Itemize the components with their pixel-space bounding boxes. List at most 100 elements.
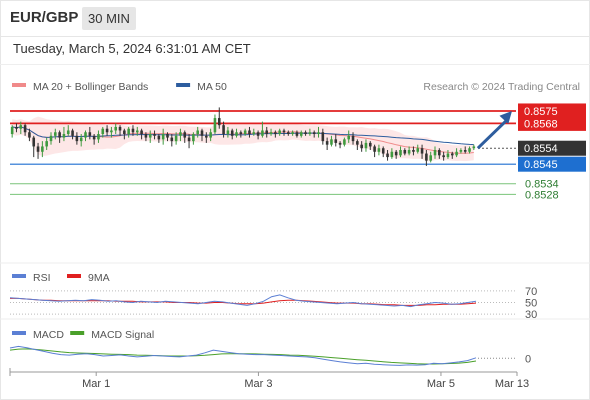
candle-body	[75, 135, 79, 142]
rsi-legend-label-0: RSI	[33, 272, 51, 284]
candle-body	[394, 151, 398, 156]
timeframe-badge[interactable]: 30 MIN	[82, 7, 136, 30]
candle-45	[205, 132, 208, 143]
candle-body	[226, 130, 230, 135]
timestamp: Tuesday, March 5, 2024 6:31:01 AM CET	[13, 41, 251, 56]
forecast-arrow-head	[499, 110, 512, 124]
candle-body	[343, 139, 346, 145]
candle-81	[360, 141, 363, 152]
resistance-tag-1	[518, 115, 586, 131]
macd-line	[9, 345, 477, 366]
candle-6	[36, 142, 40, 159]
chart-header: EUR/GBP 30 MIN	[0, 0, 590, 36]
candle-body	[92, 135, 96, 140]
candle-67	[299, 130, 303, 138]
resistance-label-0: 0.8575	[524, 106, 558, 118]
candle-98	[433, 146, 437, 159]
candle-30	[140, 128, 143, 140]
candle-body	[209, 132, 212, 138]
candle-106	[468, 146, 471, 154]
candle-body	[278, 130, 281, 135]
macd-legend-label-0: MACD	[33, 329, 64, 341]
candle-104	[459, 148, 463, 154]
candle-40	[183, 130, 187, 143]
candle-7	[41, 141, 44, 158]
candle-body	[174, 135, 178, 142]
candle-body	[28, 132, 31, 138]
candle-body	[381, 148, 385, 154]
candle-body	[356, 141, 359, 145]
resistance-tag-0	[518, 103, 586, 119]
candle-body	[161, 134, 165, 140]
candle-37	[170, 134, 174, 147]
candle-body	[330, 139, 333, 145]
candle-body	[170, 137, 174, 142]
candle-1	[15, 123, 18, 133]
price-legend: MA 20 + Bollinger Bands MA 50	[12, 81, 227, 93]
candle-body	[261, 130, 264, 136]
candle-body	[144, 134, 148, 138]
candle-59	[265, 126, 269, 138]
candle-28	[131, 125, 135, 136]
candle-51	[230, 128, 234, 140]
candle-80	[356, 139, 359, 150]
candle-body	[217, 118, 221, 126]
candle-84	[373, 144, 376, 158]
candle-body	[213, 118, 217, 133]
resistance-label-1: 0.8568	[524, 118, 558, 130]
legend-label-1: MA 50	[197, 81, 227, 93]
candle-body	[446, 153, 450, 158]
candle-34	[157, 134, 161, 143]
candle-body	[41, 146, 44, 152]
candle-body	[399, 150, 402, 156]
legend-swatch-1	[176, 83, 191, 87]
candle-60	[269, 128, 273, 136]
x-tick-label-3: Mar 13	[495, 378, 529, 390]
ma50-line	[12, 126, 474, 146]
candle-76	[338, 141, 342, 149]
candle-body	[23, 125, 27, 133]
candle-86	[381, 146, 385, 158]
candle-64	[287, 130, 290, 136]
candle-55	[248, 126, 251, 138]
candle-38	[174, 132, 178, 145]
candle-70	[312, 130, 316, 138]
candle-31	[144, 132, 148, 142]
candle-body	[79, 137, 83, 142]
candle-body	[269, 132, 273, 135]
candle-body	[19, 125, 23, 129]
candle-body	[291, 132, 294, 135]
rsi-ma-line	[10, 297, 477, 306]
rsi-legend-label-1: 9MA	[88, 272, 110, 284]
candle-body	[101, 128, 105, 135]
candle-20	[97, 130, 100, 143]
candle-body	[114, 126, 118, 131]
candle-body	[222, 125, 225, 135]
candle-body	[317, 132, 320, 135]
candle-body	[252, 132, 256, 135]
instrument-title: EUR/GBP	[10, 9, 79, 26]
candle-body	[166, 134, 169, 138]
candle-body	[105, 128, 109, 133]
candle-16	[79, 134, 83, 147]
candle-body	[347, 135, 351, 140]
candle-42	[192, 132, 195, 145]
rsi-legend-swatch-1	[67, 274, 81, 278]
candle-body	[183, 132, 187, 138]
support-tag-3	[518, 156, 586, 172]
candle-body	[282, 130, 286, 133]
candle-body	[88, 132, 92, 136]
copyright-text: Research © 2024 Trading Central	[423, 81, 580, 93]
candle-body	[377, 148, 381, 152]
candle-body	[287, 132, 290, 135]
candle-body	[308, 132, 312, 135]
candle-body	[243, 130, 247, 135]
current-price-tag	[518, 140, 586, 156]
candle-body	[256, 132, 260, 136]
candle-26	[123, 128, 126, 140]
candle-69	[308, 128, 312, 136]
candle-body	[455, 151, 458, 156]
candle-63	[282, 128, 286, 136]
candle-body	[123, 130, 126, 135]
